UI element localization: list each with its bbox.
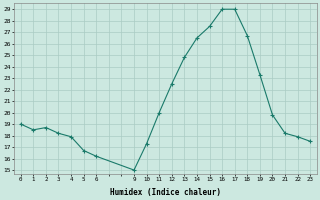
X-axis label: Humidex (Indice chaleur): Humidex (Indice chaleur) bbox=[110, 188, 221, 197]
